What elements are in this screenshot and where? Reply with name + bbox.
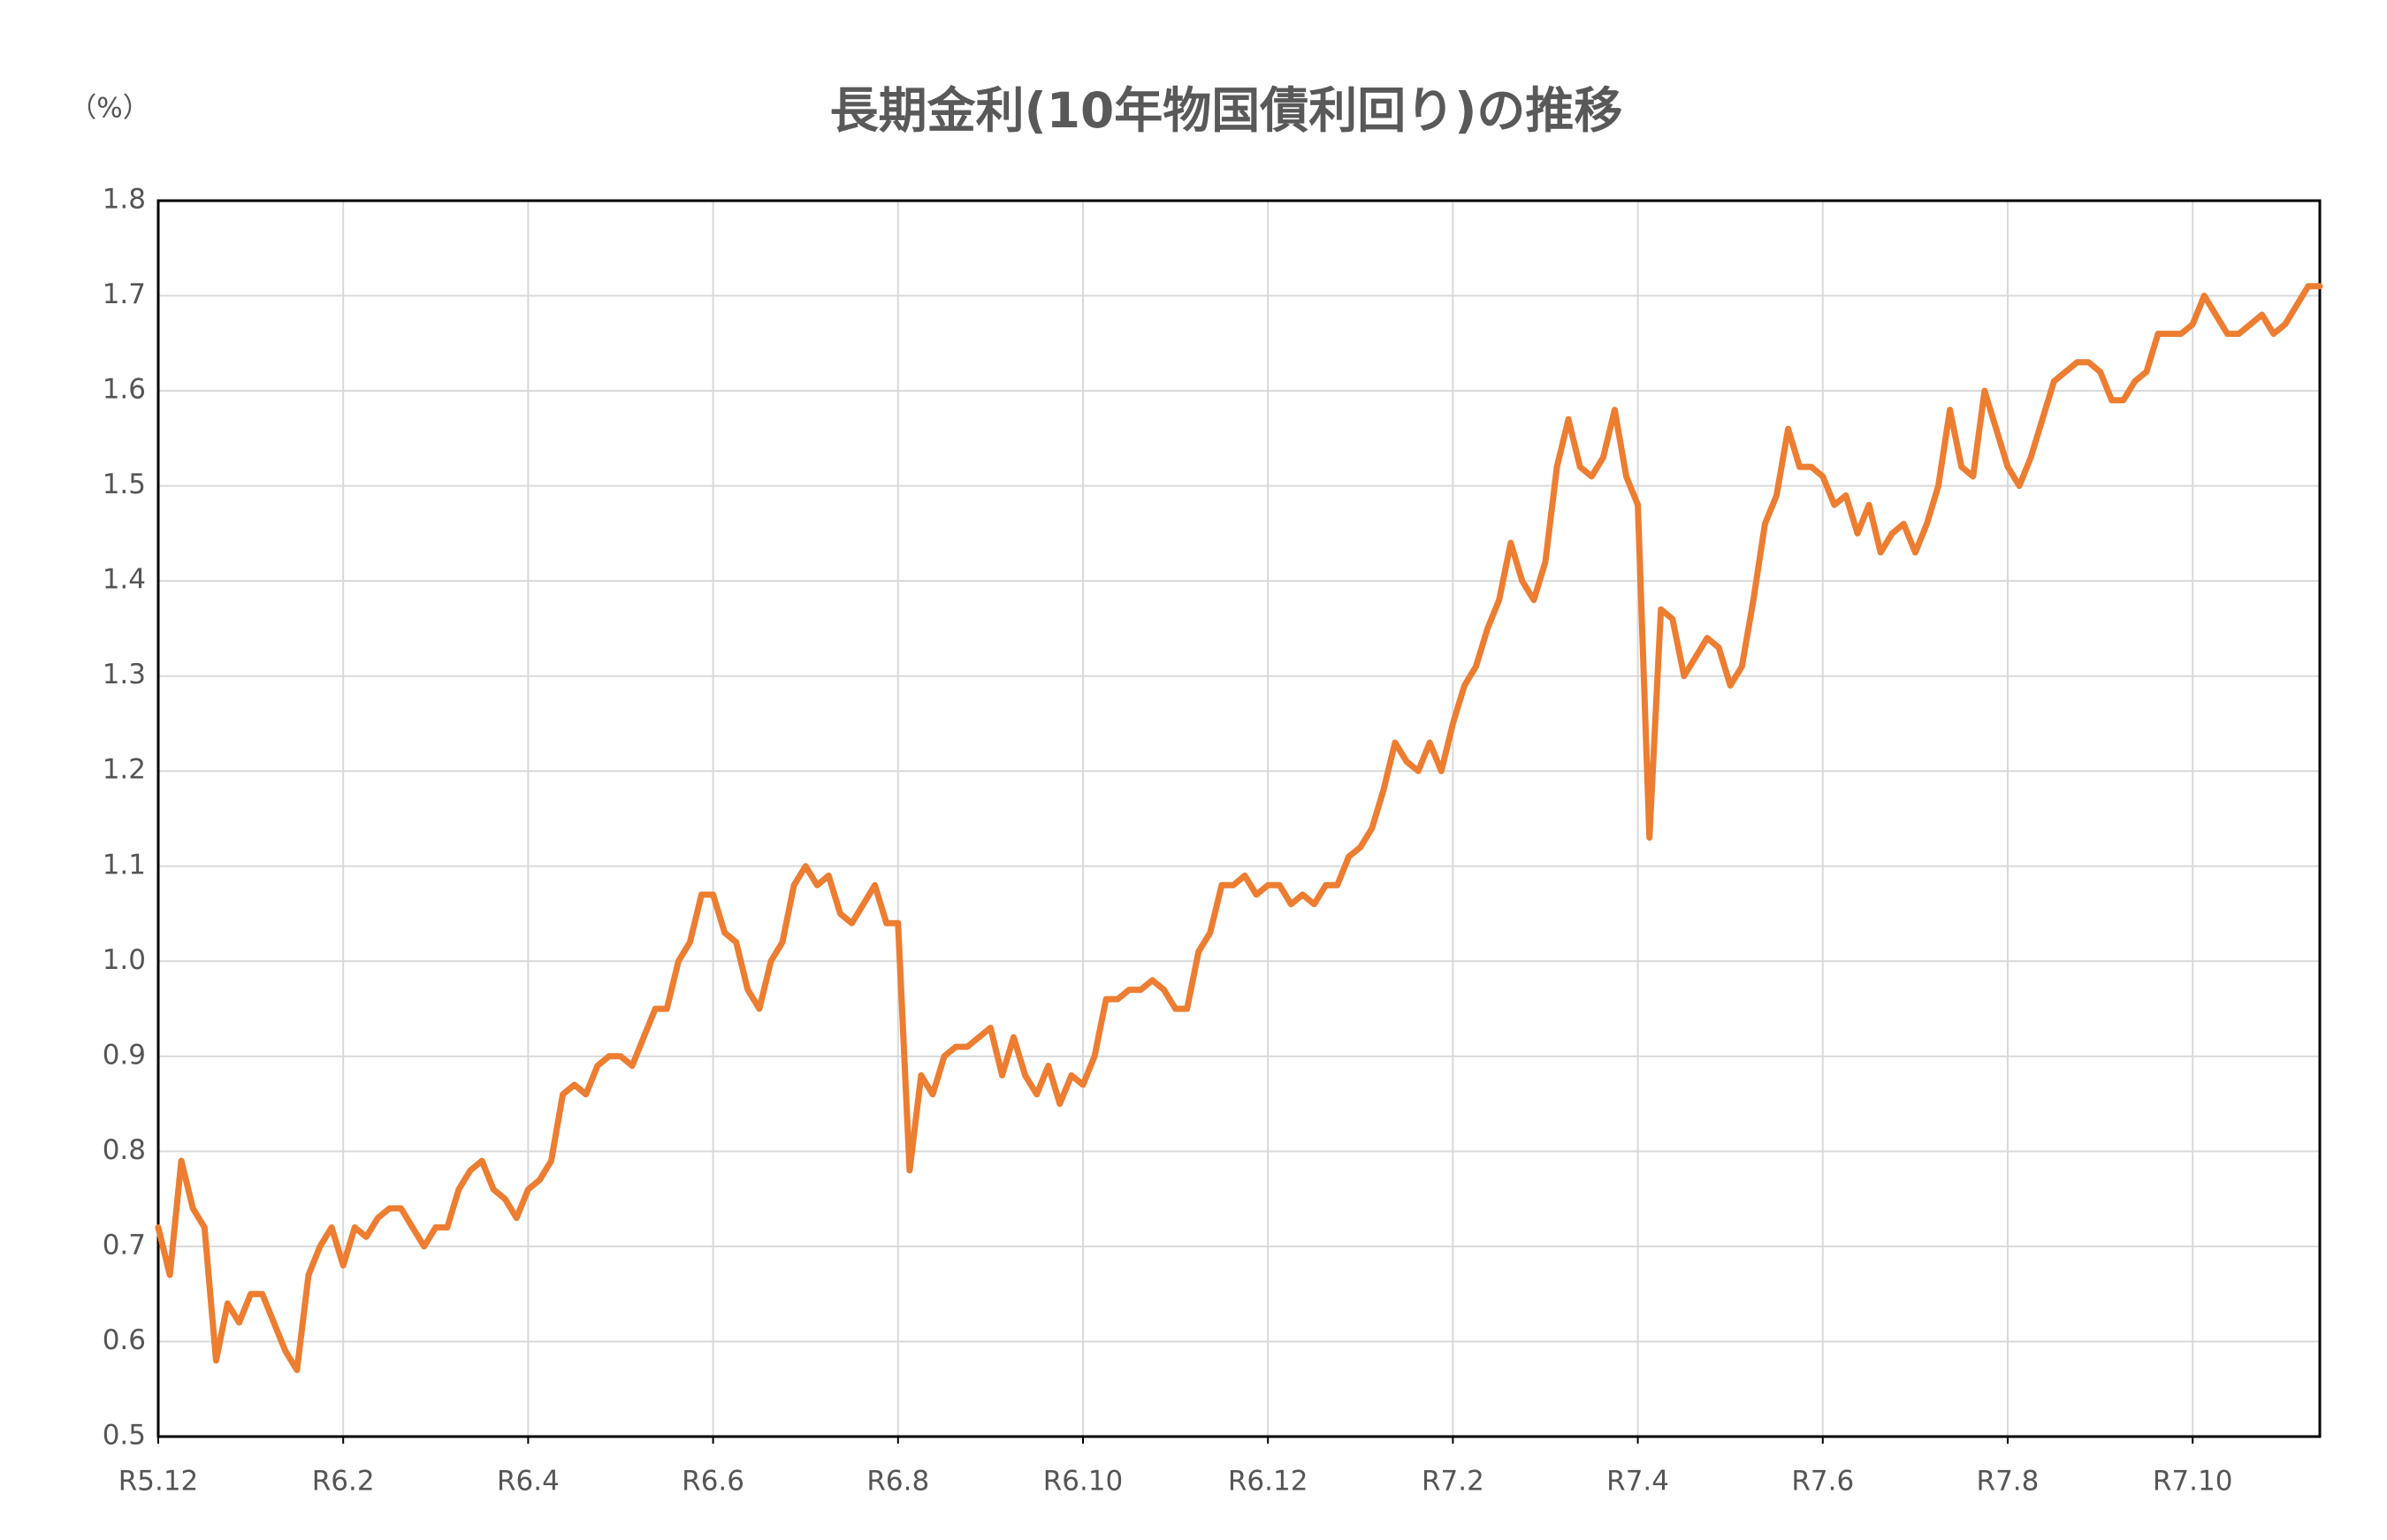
x-tick-label: R6.10: [1043, 1466, 1124, 1498]
y-tick-label: 1.4: [103, 564, 146, 596]
y-tick-label: 1.6: [103, 374, 146, 406]
plot-border: [156, 199, 2322, 1438]
x-tick-label: R6.8: [866, 1466, 929, 1498]
y-tick-label: 1.8: [103, 184, 146, 216]
x-tick-label: R6.4: [497, 1466, 560, 1498]
line-series: [155, 283, 2323, 1374]
chart-title: 長期金利(10年物国債利回り)の推移: [830, 82, 1623, 139]
y-tick-label: 1.5: [103, 469, 146, 500]
y-tick-label: 1.0: [103, 944, 146, 976]
x-tick-label: R6.6: [682, 1466, 744, 1498]
y-tick-label: 1.3: [103, 659, 146, 690]
y-tick-label: 0.8: [103, 1134, 146, 1166]
y-tick-label: 0.7: [103, 1229, 146, 1261]
y-tick-label: 0.9: [103, 1039, 146, 1071]
x-tick-label: R7.6: [1791, 1466, 1854, 1498]
y-tick-label: 1.1: [103, 849, 146, 881]
y-tick-label: 1.2: [103, 754, 146, 786]
x-tick-label: R7.10: [2153, 1466, 2233, 1498]
y-tick-label: 0.5: [103, 1420, 146, 1452]
x-tick-label: R7.2: [1422, 1466, 1484, 1498]
x-tick-label: R6.2: [312, 1466, 375, 1498]
x-tick-label: R7.8: [1977, 1466, 2040, 1498]
y-tick-label: 1.7: [103, 278, 146, 310]
x-tick-label: R5.12: [118, 1466, 199, 1498]
x-tick-label: R6.12: [1228, 1466, 1308, 1498]
y-axis-label: （%）: [69, 93, 149, 125]
x-tick-label: R7.4: [1606, 1466, 1669, 1498]
y-tick-label: 0.6: [103, 1324, 146, 1356]
